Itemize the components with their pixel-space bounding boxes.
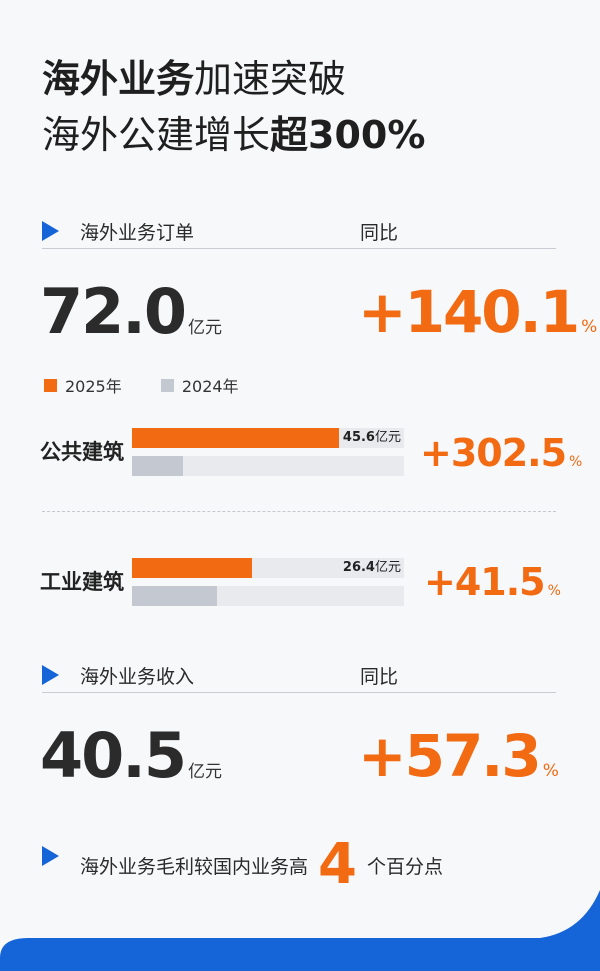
category-yoy-industrial-unit: % bbox=[547, 583, 561, 599]
bar-track-public-2024 bbox=[132, 456, 404, 476]
margin-note-text: 海外业务毛利较国内业务高 4 个百分点 bbox=[80, 832, 443, 897]
legend-label-2025: 2025年 bbox=[65, 377, 122, 396]
play-triangle-icon bbox=[42, 221, 59, 241]
category-yoy-public: +302.5% bbox=[420, 433, 582, 482]
title-line-2: 海外公建增长超300% bbox=[42, 112, 425, 158]
legend-label-2024: 2024年 bbox=[181, 377, 239, 396]
orders-label: 海外业务订单 bbox=[80, 222, 195, 244]
revenue-yoy-unit: % bbox=[542, 761, 559, 781]
title-highlight: 海外业务 bbox=[42, 57, 195, 101]
orders-yoy-label: 同比 bbox=[360, 222, 399, 244]
bar-industrial-2025 bbox=[132, 558, 252, 578]
bar-value-industrial-unit: 亿元 bbox=[374, 560, 401, 575]
title-line-1: 海外业务加速突破 bbox=[42, 56, 346, 102]
bar-value-industrial-number: 26.4 bbox=[342, 560, 375, 575]
bar-public-2024 bbox=[132, 456, 184, 476]
category-yoy-public-unit: % bbox=[569, 454, 583, 470]
revenue-value: 40.5 亿元 bbox=[40, 725, 222, 803]
subtitle-text: 海外公建增长 bbox=[42, 113, 271, 157]
title-rest: 加速突破 bbox=[194, 57, 347, 101]
subtitle-highlight: 超300% bbox=[270, 113, 426, 157]
orders-yoy-number: +140.1 bbox=[358, 278, 580, 346]
category-label-public: 公共建筑 bbox=[40, 440, 124, 464]
orders-value-number: 72.0 bbox=[40, 275, 187, 348]
revenue-yoy-value: +57.3% bbox=[358, 726, 559, 801]
category-yoy-industrial-number: +41.5 bbox=[424, 560, 546, 604]
footer-wave-decoration bbox=[0, 890, 600, 971]
category-yoy-public-number: +302.5 bbox=[420, 431, 567, 475]
revenue-yoy-number: +57.3 bbox=[358, 722, 542, 790]
category-yoy-industrial: +41.5% bbox=[424, 562, 561, 611]
margin-note-number: 4 bbox=[318, 832, 357, 897]
bar-track-industrial-2024 bbox=[132, 586, 404, 606]
bar-value-public-number: 45.6 bbox=[342, 430, 375, 445]
bar-track-public-2025: 45.6亿元 bbox=[132, 428, 404, 448]
margin-note-prefix: 海外业务毛利较国内业务高 bbox=[80, 855, 309, 878]
bar-value-industrial: 26.4亿元 bbox=[343, 558, 401, 578]
bar-value-public: 45.6亿元 bbox=[343, 428, 401, 448]
legend-item-2024: 2024年 bbox=[160, 373, 239, 397]
legend-item-2025: 2025年 bbox=[44, 373, 122, 397]
legend-swatch-2025 bbox=[44, 378, 57, 392]
play-triangle-icon bbox=[42, 846, 59, 866]
bar-track-industrial-2025: 26.4亿元 bbox=[132, 558, 404, 578]
margin-note-suffix: 个百分点 bbox=[366, 855, 443, 878]
orders-yoy-unit: % bbox=[581, 317, 598, 337]
bar-value-public-unit: 亿元 bbox=[374, 430, 401, 445]
orders-yoy-value: +140.1% bbox=[358, 282, 597, 357]
revenue-label: 海外业务收入 bbox=[80, 666, 195, 688]
revenue-value-number: 40.5 bbox=[40, 719, 187, 792]
legend-swatch-2024 bbox=[160, 378, 174, 392]
bar-public-2025 bbox=[132, 428, 339, 448]
revenue-yoy-label: 同比 bbox=[360, 666, 399, 688]
footer-wave-shape bbox=[0, 890, 600, 971]
orders-header: 海外业务订单 同比 bbox=[42, 214, 556, 249]
orders-value-unit: 亿元 bbox=[187, 318, 222, 338]
bar-industrial-2024 bbox=[132, 586, 217, 606]
revenue-header: 海外业务收入 同比 bbox=[42, 658, 556, 693]
chart-legend: 2025年 2024年 bbox=[44, 373, 273, 397]
dashed-divider bbox=[42, 511, 556, 512]
play-triangle-icon bbox=[42, 665, 59, 685]
revenue-value-unit: 亿元 bbox=[187, 762, 222, 782]
orders-value: 72.0 亿元 bbox=[40, 281, 222, 359]
category-label-industrial: 工业建筑 bbox=[40, 570, 124, 594]
